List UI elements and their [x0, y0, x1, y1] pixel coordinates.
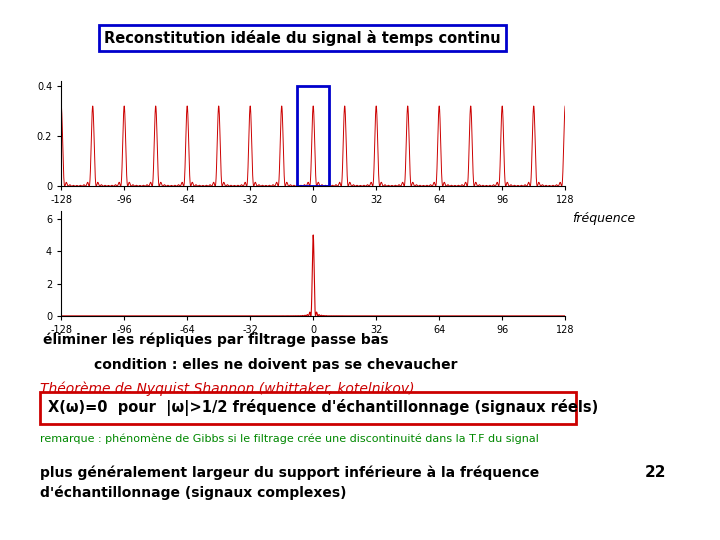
Text: 22: 22	[644, 465, 666, 481]
Text: X(ω)=0  pour  |ω|>1/2 fréquence d'échantillonnage (signaux réels): X(ω)=0 pour |ω|>1/2 fréquence d'échantil…	[48, 399, 598, 416]
Text: Théorème de Nyquist Shannon (whittaker, kotelnikov): Théorème de Nyquist Shannon (whittaker, …	[40, 382, 414, 396]
Bar	[297, 86, 329, 186]
Text: d'échantillonnage (signaux complexes): d'échantillonnage (signaux complexes)	[40, 486, 346, 501]
Text: plus généralement largeur du support inférieure à la fréquence: plus généralement largeur du support inf…	[40, 465, 539, 480]
Text: éliminer les répliques par filtrage passe bas: éliminer les répliques par filtrage pass…	[43, 332, 389, 347]
Text: Reconstitution idéale du signal à temps continu: Reconstitution idéale du signal à temps …	[104, 30, 500, 46]
Text: remarque : phénomène de Gibbs si le filtrage crée une discontinuité dans la T.F : remarque : phénomène de Gibbs si le filt…	[40, 433, 539, 443]
Text: fréquence: fréquence	[572, 212, 636, 225]
Text: condition : elles ne doivent pas se chevaucher: condition : elles ne doivent pas se chev…	[94, 358, 457, 372]
